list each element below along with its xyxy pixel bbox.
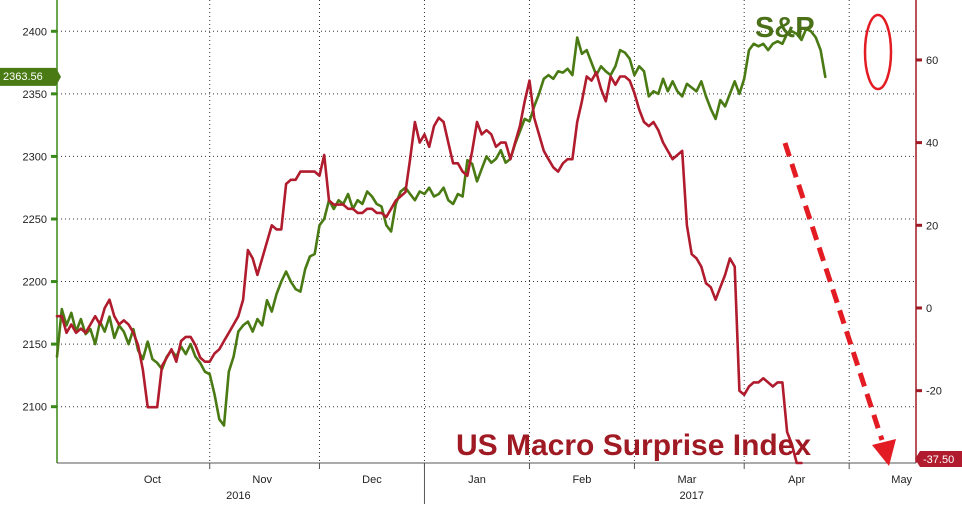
month-label: Mar	[677, 474, 696, 486]
series-layer	[55, 27, 827, 465]
right-tick-label: 60	[926, 55, 938, 67]
macro-series-line	[55, 71, 803, 465]
sp-last-value-text: 2363.56	[3, 71, 43, 83]
sp-last-value-flag-shape	[0, 67, 61, 86]
flag-layer: 2363.56 -37.50	[0, 67, 962, 467]
annotation-layer: S&P US Macro Surprise Index	[456, 12, 896, 466]
macro-last-value-text: -37.50	[923, 454, 954, 466]
right-tick-label: -20	[926, 386, 942, 398]
month-label: Apr	[788, 474, 805, 486]
left-tick-label: 2400	[23, 26, 47, 38]
trend-arrow-shaft	[782, 142, 885, 441]
sp-last-value-flag: 2363.56	[0, 67, 61, 86]
left-tick-label: 2350	[23, 89, 47, 101]
macro-series-label: US Macro Surprise Index	[456, 429, 811, 462]
macro-last-value-flag: -37.50	[915, 451, 962, 467]
month-label: Oct	[144, 474, 161, 486]
highlight-ellipse	[863, 13, 893, 91]
right-tick-label: 0	[926, 303, 932, 315]
trend-arrow-head	[872, 439, 896, 466]
sp-series-label: S&P	[755, 12, 815, 44]
month-label: May	[891, 474, 912, 486]
left-tick-label: 2200	[23, 277, 47, 289]
month-label: Feb	[572, 474, 591, 486]
axis-layer: 2100 2150 2200 2250 2300 2350 2400 -20 0 20 40 60 Oc…	[23, 0, 942, 504]
right-tick-label: 40	[926, 138, 938, 150]
month-label: Jan	[468, 474, 486, 486]
macro-last-value-flag-shape	[915, 451, 962, 467]
left-tick-label: 2150	[23, 339, 47, 351]
month-label: Dec	[362, 474, 382, 486]
left-tick-label: 2250	[23, 214, 47, 226]
right-tick-label: 20	[926, 220, 938, 232]
year-label: 2016	[226, 490, 250, 502]
left-tick-label: 2100	[23, 402, 47, 414]
sp-series-line	[55, 27, 827, 427]
month-label: Nov	[252, 474, 272, 486]
year-label: 2017	[679, 490, 703, 502]
left-tick-label: 2300	[23, 151, 47, 163]
